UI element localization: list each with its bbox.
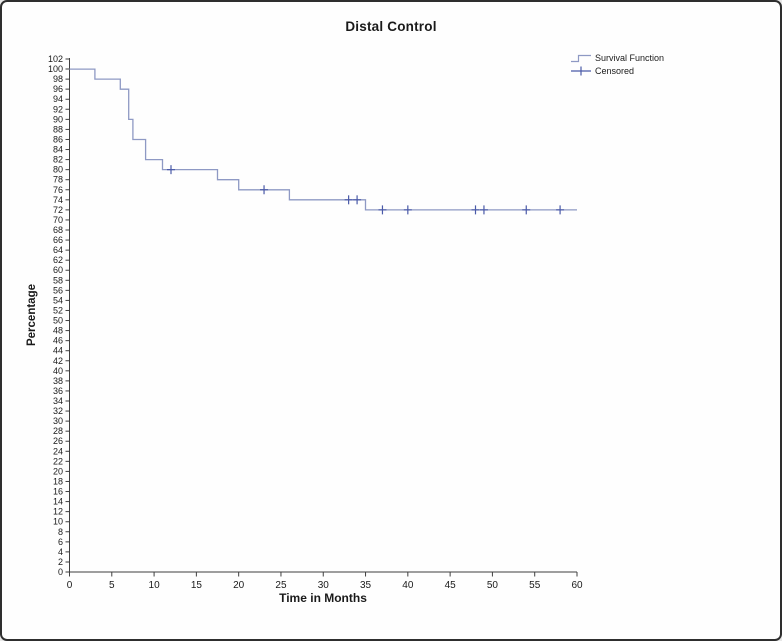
- legend-item-survival-function: Survival Function: [570, 52, 664, 64]
- plus-icon: [571, 66, 591, 76]
- y-tick-label: 58: [53, 275, 63, 285]
- y-tick-label: 56: [53, 285, 63, 295]
- y-tick-label: 30: [53, 416, 63, 426]
- y-tick-label: 6: [58, 537, 63, 547]
- legend: Survival Function Censored: [570, 52, 664, 77]
- y-tick-label: 64: [53, 245, 63, 255]
- y-tick-label: 38: [53, 376, 63, 386]
- y-tick-label: 72: [53, 205, 63, 215]
- x-tick-label: 60: [571, 580, 583, 591]
- x-tick-label: 0: [67, 580, 73, 591]
- y-tick-label: 16: [53, 487, 63, 497]
- y-tick-label: 22: [53, 456, 63, 466]
- y-tick-label: 88: [53, 124, 63, 134]
- y-tick-label: 36: [53, 386, 63, 396]
- x-tick-label: 55: [529, 580, 541, 591]
- y-tick-label: 62: [53, 255, 63, 265]
- y-tick-label: 96: [53, 84, 63, 94]
- y-tick-label: 44: [53, 346, 63, 356]
- y-tick-label: 70: [53, 215, 63, 225]
- y-tick-label: 28: [53, 426, 63, 436]
- y-tick-label: 14: [53, 497, 63, 507]
- x-tick-label: 50: [487, 580, 499, 591]
- y-tick-label: 90: [53, 114, 63, 124]
- survival-curve: [69, 68, 577, 211]
- y-tick-label: 92: [53, 104, 63, 114]
- y-tick-label: 82: [53, 155, 63, 165]
- y-tick-label: 24: [53, 446, 63, 456]
- y-tick-label: 80: [53, 165, 63, 175]
- x-tick-label: 20: [233, 580, 245, 591]
- y-tick-label: 10: [53, 517, 63, 527]
- y-tick-label: 54: [53, 295, 63, 305]
- y-tick-label: 20: [53, 466, 63, 476]
- y-tick-label: 68: [53, 225, 63, 235]
- y-tick-label: 48: [53, 326, 63, 336]
- x-tick-label: 45: [445, 580, 457, 591]
- y-tick-label: 52: [53, 305, 63, 315]
- y-tick-label: 32: [53, 406, 63, 416]
- y-tick-label: 98: [53, 74, 63, 84]
- x-tick-label: 30: [318, 580, 330, 591]
- y-tick-label: 2: [58, 557, 63, 567]
- y-tick-label: 66: [53, 235, 63, 245]
- y-tick-label: 78: [53, 175, 63, 185]
- x-tick-label: 35: [360, 580, 372, 591]
- y-tick-label: 34: [53, 396, 63, 406]
- y-tick-label: 94: [53, 94, 63, 104]
- x-axis-title: Time in Months: [279, 591, 367, 605]
- legend-label-survival-function: Survival Function: [595, 53, 665, 63]
- y-tick-label: 100: [48, 64, 63, 74]
- x-tick-label: 10: [149, 580, 161, 591]
- step-line-icon: [571, 54, 591, 63]
- y-tick-label: 18: [53, 476, 63, 486]
- legend-item-censored: Censored: [570, 65, 664, 77]
- y-tick-label: 50: [53, 316, 63, 326]
- y-tick-label: 0: [58, 567, 63, 577]
- y-tick-label: 12: [53, 507, 63, 517]
- y-tick-label: 60: [53, 265, 63, 275]
- y-tick-label: 84: [53, 145, 63, 155]
- y-tick-label: 46: [53, 336, 63, 346]
- y-tick-label: 42: [53, 356, 63, 366]
- y-tick-label: 86: [53, 134, 63, 144]
- y-tick-label: 102: [48, 54, 63, 64]
- chart-title: Distal Control: [345, 19, 437, 34]
- y-tick-label: 76: [53, 185, 63, 195]
- x-tick-label: 15: [191, 580, 203, 591]
- y-tick-label: 26: [53, 436, 63, 446]
- y-tick-label: 40: [53, 366, 63, 376]
- x-tick-label: 40: [402, 580, 414, 591]
- x-tick-label: 5: [109, 580, 115, 591]
- y-tick-label: 4: [58, 547, 63, 557]
- y-tick-label: 8: [58, 527, 63, 537]
- y-tick-label: 74: [53, 195, 63, 205]
- legend-label-censored: Censored: [595, 66, 635, 76]
- x-tick-label: 25: [275, 580, 287, 591]
